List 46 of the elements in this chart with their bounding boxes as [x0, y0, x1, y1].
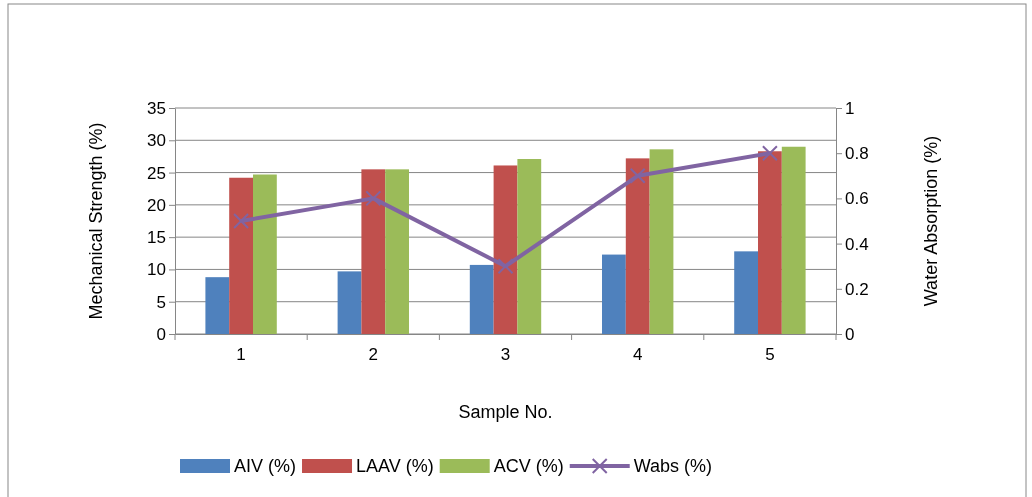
y2-axis-title: Water Absorption (%) — [921, 135, 941, 307]
point — [497, 258, 514, 275]
bar — [205, 277, 230, 334]
bar — [781, 146, 806, 334]
x-tick-label: 3 — [500, 345, 511, 365]
bar — [385, 169, 409, 334]
x-tick-label: 1 — [236, 345, 246, 365]
x-tick-label: 2 — [368, 345, 379, 365]
bar — [517, 159, 542, 334]
y-tick-label: 10 — [147, 260, 166, 280]
bar — [469, 264, 494, 334]
x-tick-label: 4 — [632, 345, 643, 365]
bar — [493, 165, 518, 334]
legend-label: LAAV (%) — [356, 456, 434, 476]
point — [365, 190, 382, 207]
point — [761, 145, 778, 162]
bar — [734, 251, 758, 334]
bar — [229, 177, 253, 334]
bar — [361, 169, 386, 334]
y2-tick-label: 0 — [845, 324, 855, 344]
y2-tick-label: 0.2 — [845, 279, 869, 299]
legend-label: Wabs (%) — [633, 456, 713, 476]
y-tick-label: 35 — [147, 98, 166, 118]
point — [629, 167, 646, 184]
bar — [649, 149, 674, 334]
bar — [602, 254, 626, 334]
y-tick-label: 20 — [147, 195, 166, 215]
point — [233, 213, 250, 229]
bar — [625, 158, 650, 334]
x-tick-label: 5 — [765, 345, 775, 365]
y-tick-label: 15 — [147, 228, 166, 248]
y-tick-label: 25 — [147, 163, 166, 183]
x-axis-title: Sample No. — [458, 402, 553, 422]
bar — [337, 271, 362, 334]
y2-tick-label: 1 — [845, 98, 855, 118]
bar — [253, 174, 277, 334]
y-tick-label: 0 — [156, 324, 166, 344]
y2-tick-label: 0.6 — [845, 189, 869, 209]
y-tick-label: 30 — [147, 131, 166, 151]
legend-label: AIV (%) — [234, 456, 297, 476]
bar — [758, 151, 782, 334]
y2-tick-label: 0.4 — [845, 234, 869, 254]
legend-label: ACV (%) — [493, 456, 564, 476]
y-tick-label: 5 — [156, 292, 166, 312]
y-axis-title: Mechanical Strength (%) — [86, 122, 106, 320]
y2-tick-label: 0.8 — [845, 144, 869, 164]
